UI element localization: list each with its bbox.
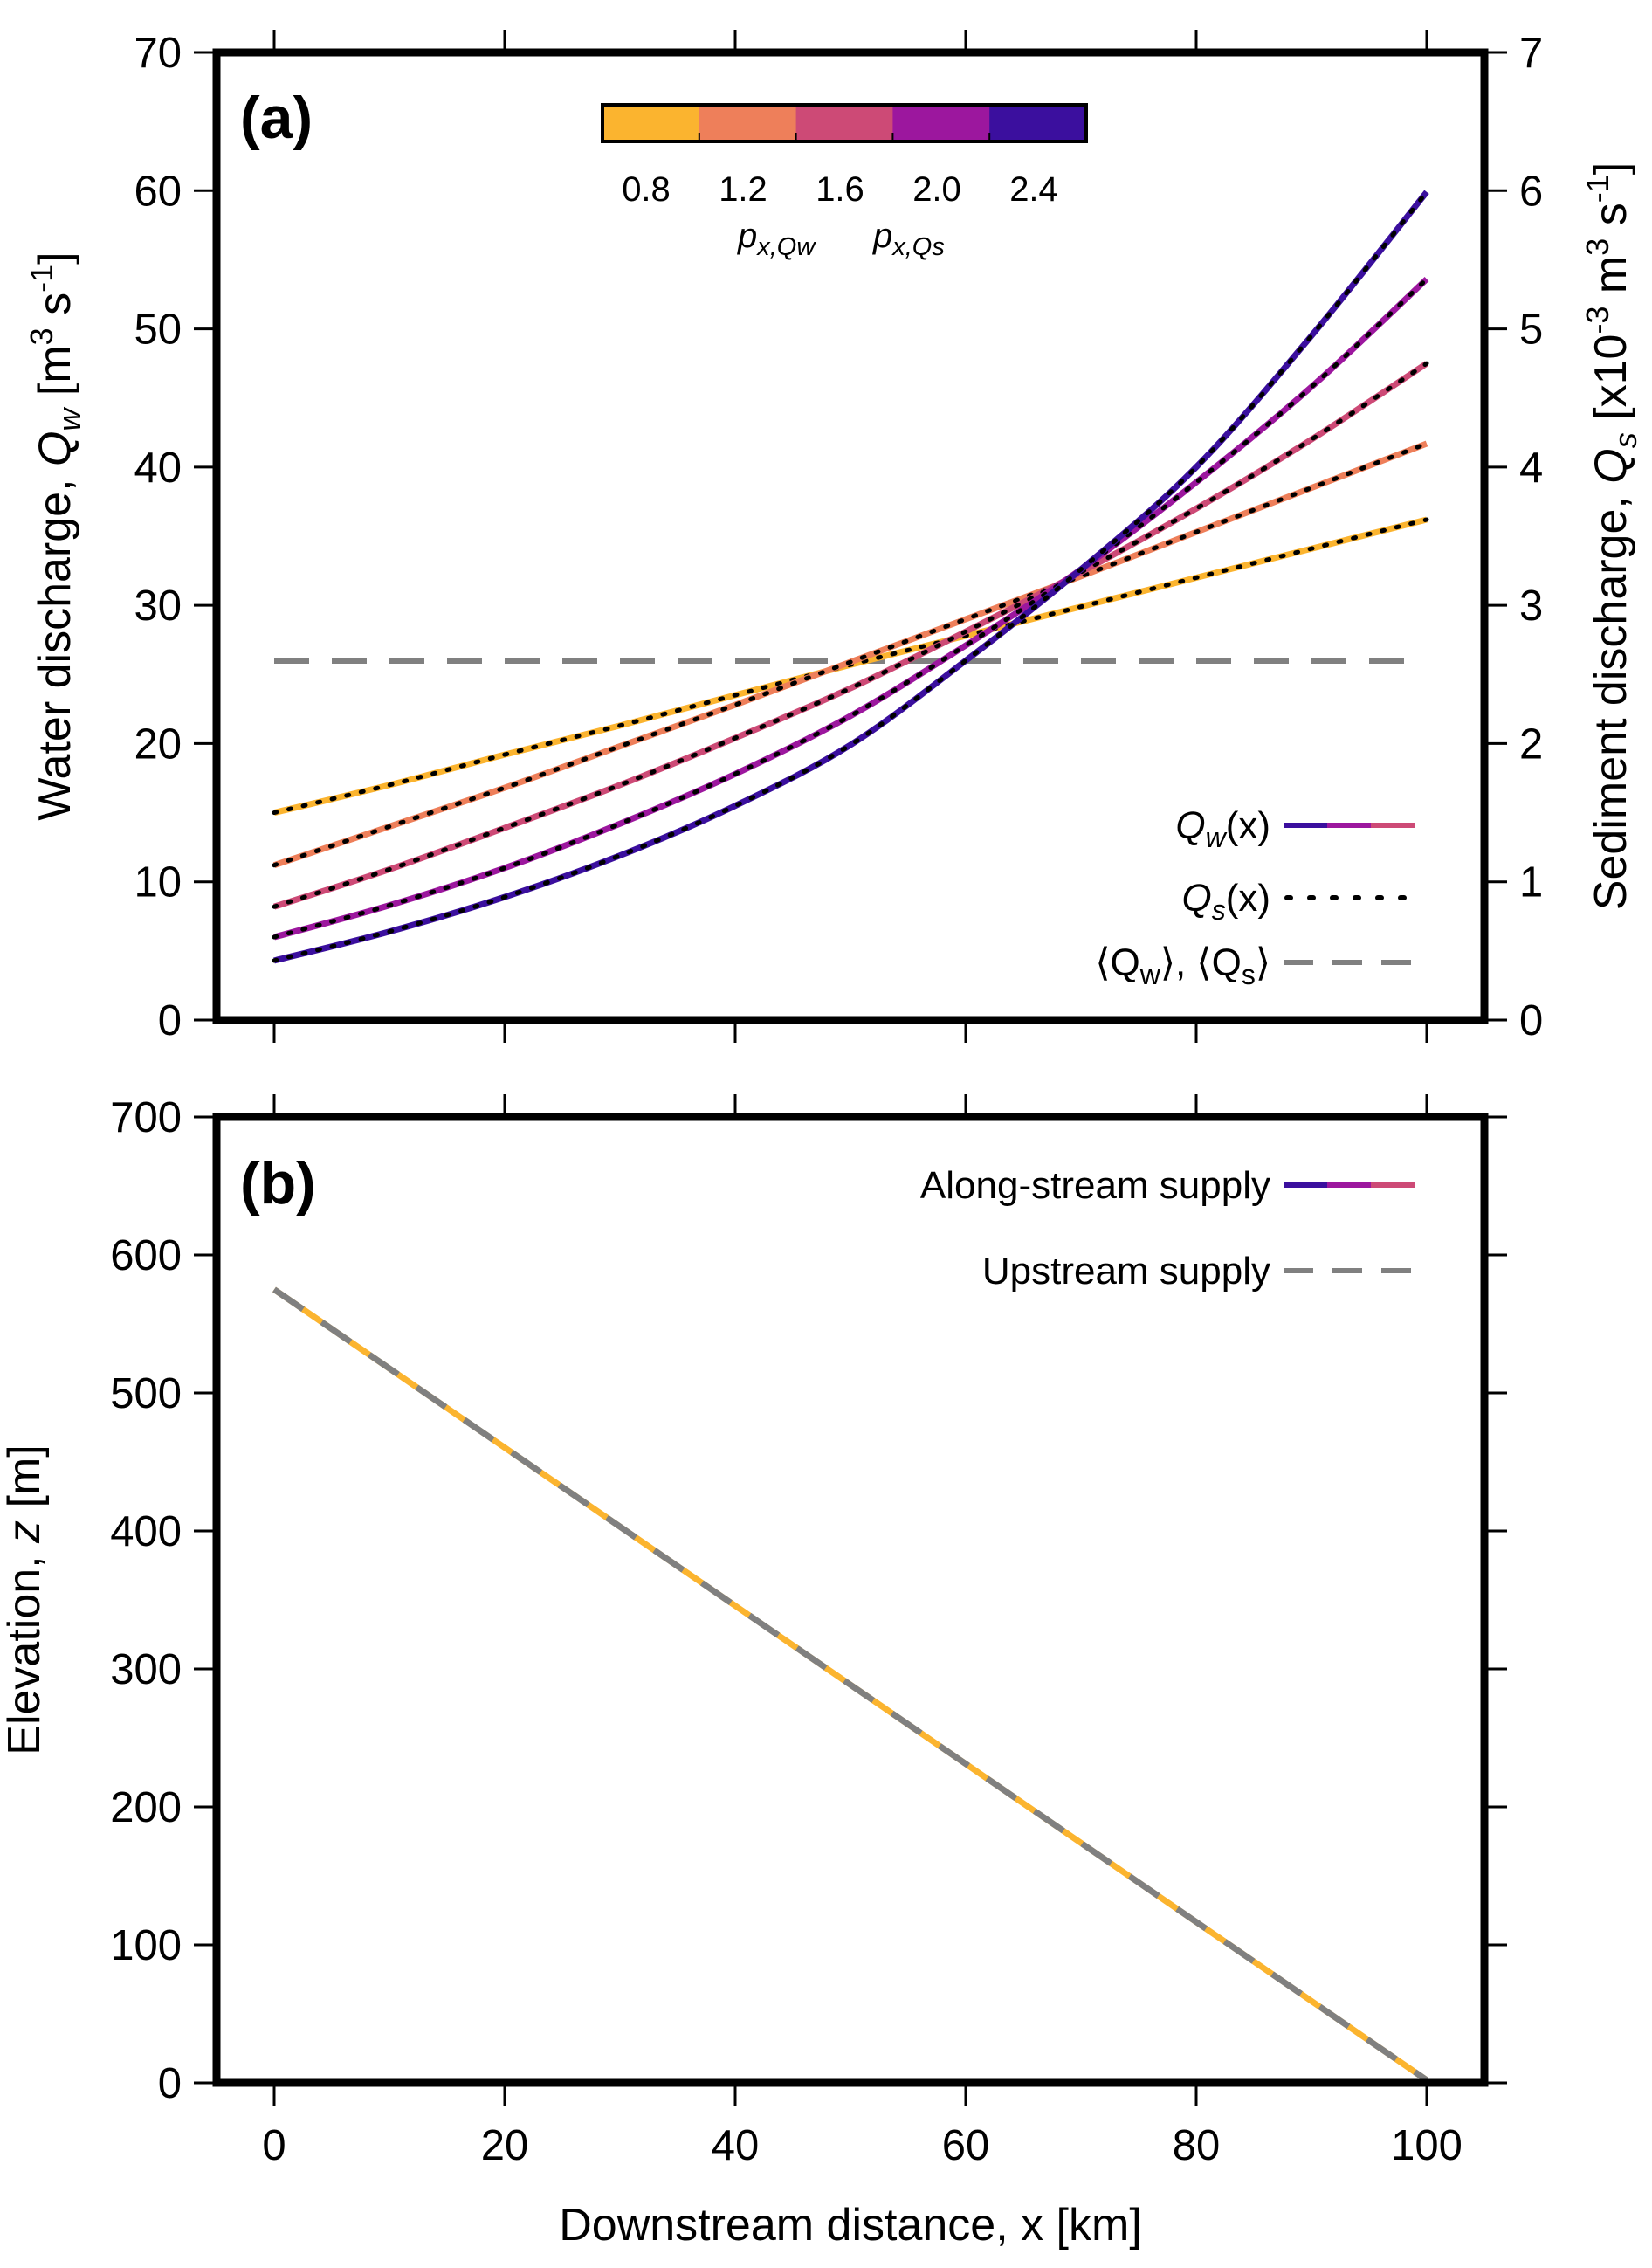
qs-curve-p2.4 xyxy=(272,190,1429,963)
panel-a-ticks: 0 10 20 30 40 50 60 70 0 1 2 3 4 5 6 7 xyxy=(134,30,1543,1044)
colorbar-segment xyxy=(795,105,893,141)
colorbar-tick-label: 0.8 xyxy=(622,170,671,209)
legend-mean-label: ⟨Qw⟩, ⟨Qs⟩ xyxy=(1095,941,1270,990)
y-tick-right-label: 2 xyxy=(1519,720,1543,768)
panel-a-curves xyxy=(272,190,1429,964)
colorbar-tick-label: 1.2 xyxy=(719,170,767,209)
colorbar-segment xyxy=(602,105,700,141)
panel-a-legend: Qw(x) Qs(x) ⟨Qw⟩, ⟨Qs⟩ xyxy=(1095,804,1417,990)
y-tick-label: 200 xyxy=(110,1784,182,1831)
panel-b: 0 20 40 60 80 100 0 100 200 300 400 500 600 700 (b) A… xyxy=(0,1094,1507,2251)
legend-qw-label: Qw(x) xyxy=(1175,804,1270,853)
y-tick-right-label: 3 xyxy=(1519,583,1543,630)
panel-b-curves xyxy=(272,1286,1428,2083)
panel-b-ticks: 0 20 40 60 80 100 0 100 200 300 400 500 600 700 xyxy=(110,1094,1507,2169)
panel-a-ylabel-right: Sediment discharge, Qs [x10-3 m3 s-1] xyxy=(1580,162,1643,910)
y-tick-right-label: 6 xyxy=(1519,168,1543,215)
y-tick-right-label: 1 xyxy=(1519,859,1543,907)
upstream-profile xyxy=(272,1286,1428,2083)
y-tick-label: 500 xyxy=(110,1370,182,1417)
qs-curve-p2 xyxy=(272,277,1429,940)
y-tick-label: 70 xyxy=(134,30,182,77)
y-tick-right-label: 0 xyxy=(1519,997,1543,1044)
x-tick-label: 100 xyxy=(1391,2122,1463,2169)
y-tick-label: 60 xyxy=(134,168,182,215)
y-tick-label: 40 xyxy=(134,445,182,492)
qs-curve-p1.2 xyxy=(272,441,1429,868)
panel-a-ylabel-left: Water discharge, Qw [m3 s-1] xyxy=(24,252,87,820)
y-tick-label: 20 xyxy=(134,720,182,768)
colorbar-segment xyxy=(892,105,990,141)
legend-upstream-label: Upstream supply xyxy=(982,1250,1270,1293)
y-tick-label: 600 xyxy=(110,1232,182,1279)
colorbar-tick-label: 2.0 xyxy=(912,170,961,209)
colorbar-tick-label: 2.4 xyxy=(1009,170,1058,209)
y-tick-label: 10 xyxy=(134,859,182,907)
x-tick-label: 40 xyxy=(712,2122,760,2169)
y-tick-right-label: 5 xyxy=(1519,307,1543,354)
colorbar-segment xyxy=(989,105,1087,141)
colorbar-frame xyxy=(601,103,1088,143)
qw-curve-p1.2 xyxy=(272,440,1428,869)
panel-b-frame xyxy=(212,1113,1489,2087)
x-axis-label: Downstream distance, x [km] xyxy=(559,2200,1142,2251)
x-tick-label: 0 xyxy=(262,2122,286,2169)
y-tick-label: 700 xyxy=(110,1094,182,1141)
panel-a: 0 10 20 30 40 50 60 70 0 1 2 3 4 5 6 7 (a) 0.8 1.2 1.6 2.0… xyxy=(24,30,1643,1044)
panel-b-ylabel: Elevation, z [m] xyxy=(0,1444,50,1754)
colorbar: 0.8 1.2 1.6 2.0 2.4 xyxy=(601,103,1088,209)
qs-curve-p0.8 xyxy=(272,517,1429,816)
qs-curve-p1.6 xyxy=(272,361,1429,909)
panel-b-label: (b) xyxy=(240,1150,316,1217)
y-tick-label: 100 xyxy=(110,1922,182,1969)
colorbar-label-qw: px,Qw xyxy=(737,217,816,261)
y-tick-label: 400 xyxy=(110,1508,182,1555)
colorbar-label-qs: px,Qs xyxy=(872,217,945,261)
legend-along-stream-label: Along-stream supply xyxy=(920,1164,1270,1207)
x-tick-label: 20 xyxy=(481,2122,529,2169)
panel-a-label: (a) xyxy=(240,85,313,151)
colorbar-segment xyxy=(699,105,797,141)
legend-qs-label: Qs(x) xyxy=(1181,877,1270,926)
x-tick-label: 80 xyxy=(1173,2122,1221,2169)
colorbar-tick-label: 1.6 xyxy=(816,170,864,209)
panel-a-frame xyxy=(212,48,1489,1024)
y-tick-label: 30 xyxy=(134,583,182,630)
y-tick-label: 0 xyxy=(158,997,182,1044)
x-tick-label: 60 xyxy=(942,2122,990,2169)
y-tick-right-label: 7 xyxy=(1519,30,1543,77)
y-tick-label: 50 xyxy=(134,307,182,354)
panel-b-legend: Along-stream supply Upstream supply xyxy=(920,1164,1415,1293)
y-tick-right-label: 4 xyxy=(1519,445,1543,492)
y-tick-label: 300 xyxy=(110,1646,182,1693)
y-tick-label: 0 xyxy=(158,2060,182,2107)
